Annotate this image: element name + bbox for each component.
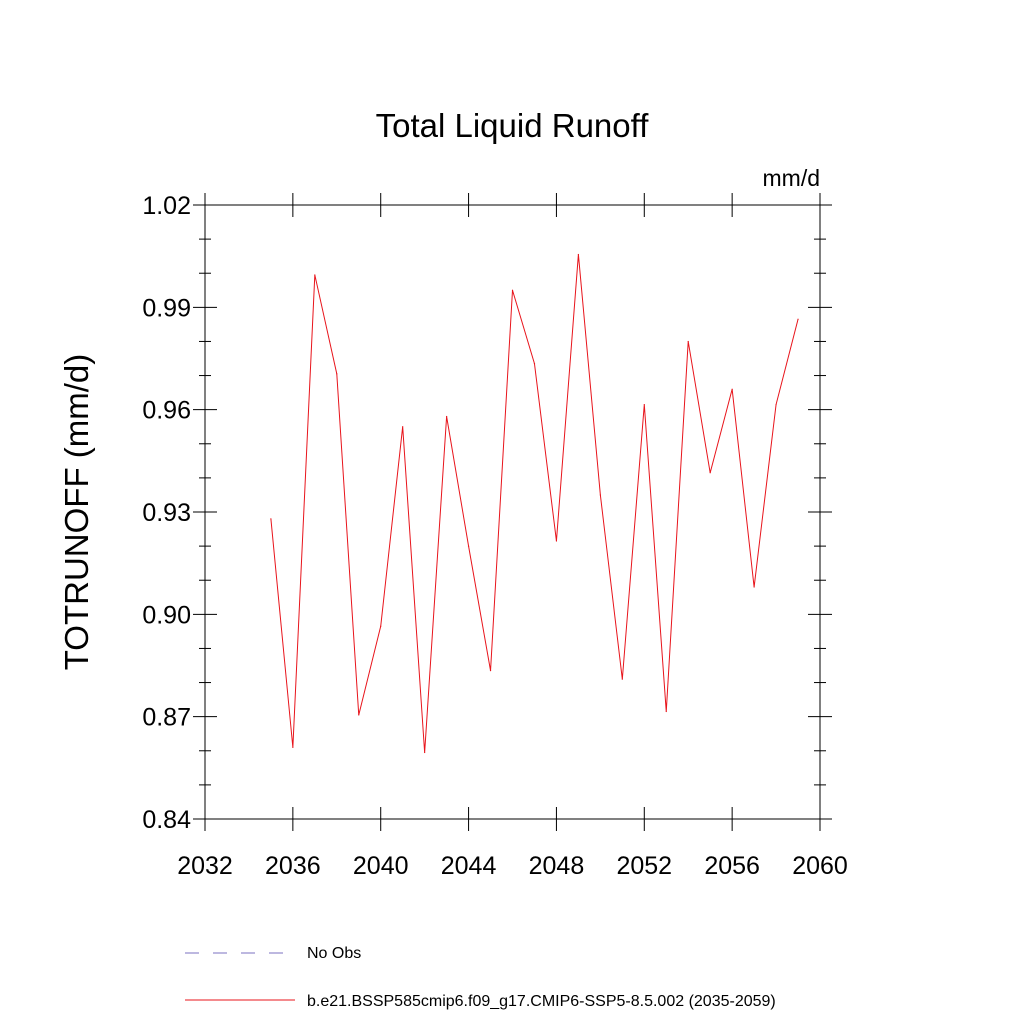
data-point [489, 670, 492, 672]
y-tick-label: 0.87 [142, 704, 191, 732]
y-tick-label: 0.96 [142, 397, 191, 425]
x-tick-label: 2056 [704, 852, 760, 880]
y-tick-label: 0.90 [142, 601, 191, 629]
series-line [270, 254, 799, 753]
data-point [292, 746, 294, 748]
data-point [446, 415, 448, 418]
data-point [555, 540, 558, 542]
legend: No Obs b.e21.BSSP585cmip6.f09_g17.CMIP6-… [185, 945, 776, 1010]
x-tick-label: 2032 [177, 852, 233, 880]
data-point [797, 318, 799, 320]
x-tick-label: 2048 [529, 852, 585, 880]
data-point [511, 289, 514, 291]
data-point [467, 545, 470, 547]
data-point [336, 373, 338, 375]
x-axis-ticks: 2032 2036 2040 2044 2048 2052 2056 2060 [177, 193, 848, 880]
units-label: mm/d [763, 165, 821, 191]
y-tick-label: 0.99 [142, 294, 191, 322]
data-point [775, 403, 777, 406]
y-tick-label: 0.93 [142, 499, 191, 527]
legend-label-no-obs: No Obs [307, 945, 361, 962]
data-point [577, 253, 579, 256]
data-point [621, 678, 623, 680]
x-tick-label: 2052 [616, 852, 672, 880]
data-point [380, 625, 382, 627]
data-point [533, 363, 536, 365]
data-point [599, 494, 601, 496]
y-axis-label: TOTRUNOFF (mm/d) [58, 354, 95, 671]
x-tick-label: 2044 [441, 852, 497, 880]
data-point [687, 340, 689, 343]
chart-title: Total Liquid Runoff [376, 107, 650, 144]
data-point [753, 586, 755, 588]
data-point [643, 403, 645, 406]
series-layer [270, 253, 799, 754]
x-tick-label: 2036 [265, 852, 321, 880]
data-point [314, 274, 316, 276]
data-point [731, 388, 733, 390]
data-point [270, 518, 272, 520]
y-tick-label: 1.02 [142, 192, 191, 220]
data-point [709, 472, 711, 474]
data-point [358, 714, 360, 716]
x-tick-label: 2040 [353, 852, 409, 880]
data-point [424, 751, 426, 754]
data-point [402, 426, 404, 428]
legend-label-model-run: b.e21.BSSP585cmip6.f09_g17.CMIP6-SSP5-8.… [307, 993, 776, 1010]
y-tick-label: 0.84 [142, 806, 191, 834]
x-tick-label: 2060 [792, 852, 848, 880]
data-point [665, 710, 667, 713]
y-axis-ticks: 0.84 0.87 0.90 0.93 0.96 0.99 1.02 [142, 192, 832, 834]
